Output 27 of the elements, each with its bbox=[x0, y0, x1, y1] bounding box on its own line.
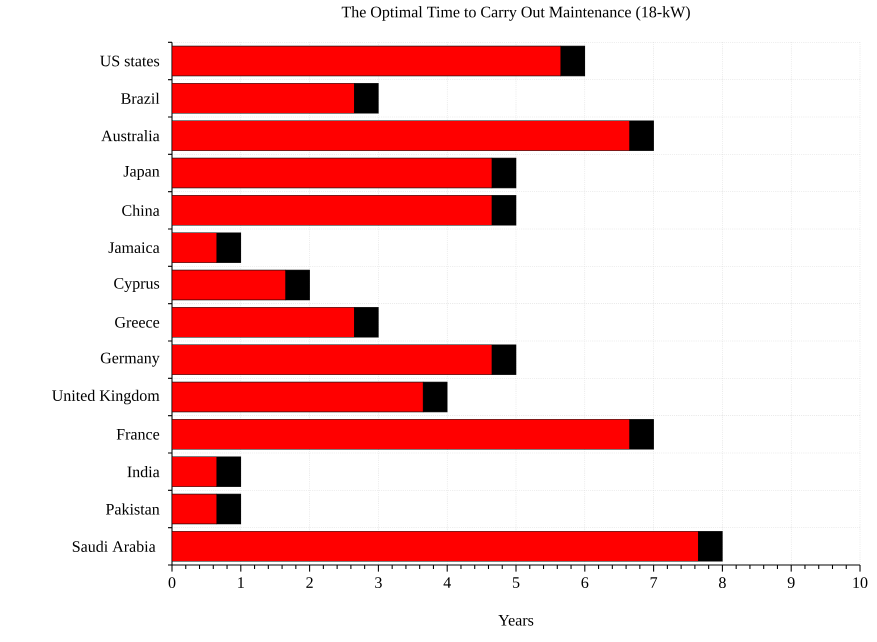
x-tick-label: 10 bbox=[853, 577, 868, 588]
y-tick-label: United Kingdom bbox=[52, 390, 160, 404]
y-tick-label: France bbox=[116, 429, 160, 440]
x-tick-label: 0 bbox=[168, 577, 176, 588]
y-tick-label: Pakistan bbox=[106, 503, 160, 515]
x-tick-label: 7 bbox=[650, 577, 658, 588]
x-tick-label: 1 bbox=[238, 577, 244, 588]
y-tick-label: Brazil bbox=[121, 92, 160, 104]
y-tick-label: China bbox=[122, 204, 160, 216]
x-tick-label: 4 bbox=[444, 577, 451, 588]
x-axis-title: Years bbox=[498, 615, 534, 626]
x-tick-label: 8 bbox=[719, 577, 726, 588]
y-tick-label: Japan bbox=[124, 166, 160, 180]
y-tick-label: US states bbox=[100, 56, 160, 66]
y-tick-label: Greece bbox=[115, 316, 160, 328]
x-tick-label: 6 bbox=[582, 577, 588, 588]
y-tick-label: Germany bbox=[100, 352, 160, 367]
y-tick-label: Saudi Arabia bbox=[72, 540, 156, 552]
chart-title: The Optimal Time to Carry Out Maintenance (18-kW) bbox=[342, 6, 690, 21]
y-tick-label: India bbox=[127, 466, 160, 478]
x-tick-label: 3 bbox=[375, 577, 382, 588]
x-tick-label: 9 bbox=[788, 577, 795, 588]
y-tick-label: Australia bbox=[101, 130, 160, 142]
x-tick-label: 2 bbox=[306, 577, 313, 588]
x-tick-label: 5 bbox=[512, 577, 520, 588]
y-tick-label: Cyprus bbox=[114, 278, 160, 292]
y-tick-label: Jamaica bbox=[108, 242, 160, 254]
